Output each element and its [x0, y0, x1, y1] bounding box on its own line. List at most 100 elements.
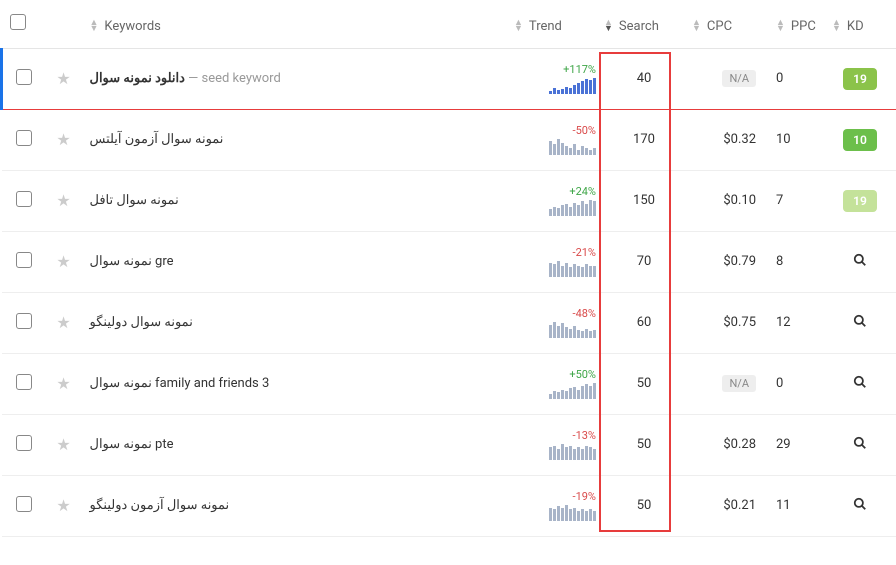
column-trend-label: Trend [529, 19, 562, 34]
cpc-value: $0.28 [723, 437, 756, 452]
trend-sparkline [514, 444, 596, 460]
table-row: ★ نمونه سوال تافل +24% 150 $0.10 7 19 [2, 170, 896, 231]
row-checkbox[interactable] [16, 69, 32, 85]
kd-badge: 10 [843, 129, 877, 151]
cpc-na-badge: N/A [722, 375, 756, 392]
keyword-text[interactable]: نمونه سوال pte [90, 437, 174, 452]
column-ppc-label: PPC [791, 19, 816, 34]
select-all-checkbox[interactable] [10, 14, 26, 30]
kd-badge: 19 [843, 68, 877, 90]
trend-sparkline [514, 78, 596, 94]
sort-icon: ▲▼ [604, 20, 613, 32]
keyword-text[interactable]: دانلود نمونه سوال [90, 71, 185, 86]
keywords-table: ▲▼ Keywords ▲▼ Trend ▲▼ Search ▲▼ [0, 0, 896, 537]
cpc-value: $0.32 [723, 132, 756, 147]
trend-sparkline [514, 383, 596, 399]
column-search[interactable]: ▲▼ Search [604, 19, 659, 34]
column-keywords-label: Keywords [104, 19, 160, 34]
keyword-text[interactable]: نمونه سوال gre [90, 254, 174, 269]
table-row: ★ نمونه سوال دولینگو -48% 60 $0.75 12 [2, 292, 896, 353]
sort-icon: ▲▼ [692, 20, 701, 32]
trend-sparkline [514, 505, 596, 521]
table-row: ★ دانلود نمونه سوال — seed keyword +117% 40… [2, 48, 896, 109]
star-icon[interactable]: ★ [56, 313, 70, 332]
keyword-text[interactable]: نمونه سوال family and friends 3 [90, 376, 270, 391]
trend-percent: +117% [514, 63, 596, 76]
star-icon[interactable]: ★ [56, 130, 70, 149]
trend-percent: -50% [514, 124, 596, 137]
trend-sparkline [514, 261, 596, 277]
search-volume: 170 [633, 132, 655, 147]
row-checkbox[interactable] [16, 252, 32, 268]
ppc-value: 29 [776, 437, 791, 452]
table-row: ★ نمونه سوال pte -13% 50 $0.28 29 [2, 414, 896, 475]
row-checkbox[interactable] [16, 435, 32, 451]
cpc-value: $0.75 [723, 315, 756, 330]
ppc-value: 11 [776, 498, 791, 513]
row-checkbox[interactable] [16, 130, 32, 146]
trend-percent: -13% [514, 429, 596, 442]
column-cpc[interactable]: ▲▼ CPC [692, 19, 732, 34]
table-row: ★ نمونه سوال family and friends 3 +50% 50 N/… [2, 353, 896, 414]
sort-icon: ▲▼ [832, 20, 841, 32]
table-row: ★ نمونه سوال آزمون آیلتس -50% 170 $0.32 10 10 [2, 109, 896, 170]
sort-icon: ▲▼ [90, 20, 99, 32]
search-volume: 50 [637, 376, 652, 391]
search-icon[interactable] [853, 377, 867, 393]
row-checkbox[interactable] [16, 496, 32, 512]
keyword-text[interactable]: نمونه سوال تافل [90, 193, 179, 208]
search-volume: 40 [637, 71, 652, 86]
cpc-value: $0.79 [723, 254, 756, 269]
search-volume: 50 [637, 498, 652, 513]
column-keywords[interactable]: ▲▼ Keywords [90, 19, 161, 34]
kd-badge: 19 [843, 190, 877, 212]
cpc-value: $0.10 [723, 193, 756, 208]
trend-percent: -48% [514, 307, 596, 320]
keyword-text[interactable]: نمونه سوال دولینگو [90, 315, 193, 330]
trend-percent: -21% [514, 246, 596, 259]
column-trend[interactable]: ▲▼ Trend [514, 19, 562, 34]
trend-sparkline [514, 139, 596, 155]
sort-icon: ▲▼ [776, 20, 785, 32]
trend-sparkline [514, 200, 596, 216]
search-icon[interactable] [853, 316, 867, 332]
search-icon[interactable] [853, 499, 867, 515]
ppc-value: 0 [776, 376, 783, 391]
ppc-value: 7 [776, 193, 783, 208]
trend-percent: +50% [514, 368, 596, 381]
trend-percent: +24% [514, 185, 596, 198]
table-row: ★ نمونه سوال آزمون دولینگو -19% 50 $0.21 11 [2, 475, 896, 536]
keyword-text[interactable]: نمونه سوال آزمون آیلتس [90, 132, 224, 147]
ppc-value: 10 [776, 132, 791, 147]
keyword-text[interactable]: نمونه سوال آزمون دولینگو [90, 498, 230, 513]
star-icon[interactable]: ★ [56, 191, 70, 210]
star-icon[interactable]: ★ [56, 496, 70, 515]
column-ppc[interactable]: ▲▼ PPC [776, 19, 816, 34]
column-kd[interactable]: ▲▼ KD [832, 19, 864, 34]
search-volume: 70 [637, 254, 652, 269]
ppc-value: 12 [776, 315, 791, 330]
cpc-value: $0.21 [723, 498, 756, 513]
column-cpc-label: CPC [707, 19, 732, 34]
star-icon[interactable]: ★ [56, 374, 70, 393]
column-kd-label: KD [847, 19, 864, 34]
table-header: ▲▼ Keywords ▲▼ Trend ▲▼ Search ▲▼ [2, 0, 896, 48]
table-row: ★ نمونه سوال gre -21% 70 $0.79 8 [2, 231, 896, 292]
row-checkbox[interactable] [16, 313, 32, 329]
row-checkbox[interactable] [16, 191, 32, 207]
ppc-value: 0 [776, 71, 783, 86]
star-icon[interactable]: ★ [56, 69, 70, 88]
cpc-na-badge: N/A [722, 70, 756, 87]
trend-percent: -19% [514, 490, 596, 503]
ppc-value: 8 [776, 254, 783, 269]
search-icon[interactable] [853, 255, 867, 271]
star-icon[interactable]: ★ [56, 435, 70, 454]
search-volume: 50 [637, 437, 652, 452]
row-checkbox[interactable] [16, 374, 32, 390]
search-icon[interactable] [853, 438, 867, 454]
star-icon[interactable]: ★ [56, 252, 70, 271]
column-search-label: Search [619, 19, 659, 34]
search-volume: 60 [637, 315, 652, 330]
search-volume: 150 [633, 193, 655, 208]
seed-suffix: — seed keyword [185, 71, 281, 86]
